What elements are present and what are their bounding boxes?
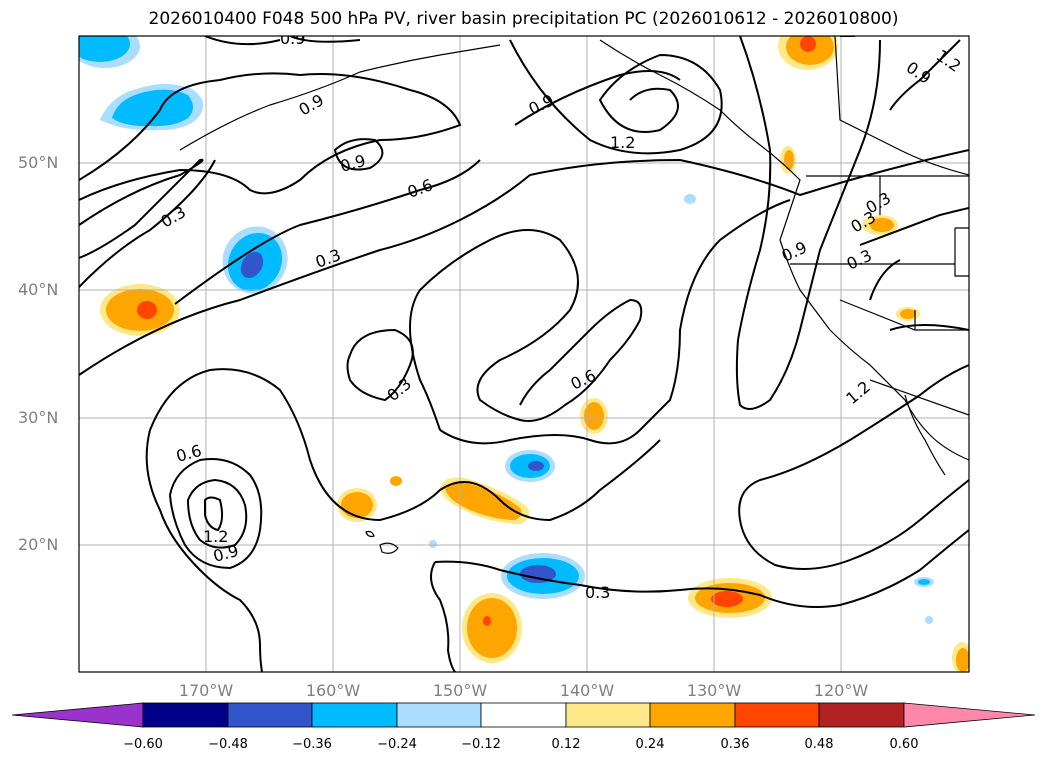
contour-label: 0.9 — [296, 90, 328, 119]
colorbar-tick: −0.24 — [377, 737, 417, 752]
lon-label-140w: 140°W — [559, 681, 615, 700]
neg-blob — [528, 461, 544, 471]
colorbar-tick: 0.60 — [889, 737, 919, 752]
pos-blob — [784, 150, 794, 170]
colorbar-extend-min — [11, 702, 144, 728]
colorbar-extend-max — [903, 702, 1036, 728]
lat-label-30n: 30°N — [18, 408, 59, 427]
pos-blob — [870, 218, 894, 232]
colorbar-tick: −0.60 — [123, 737, 163, 752]
contour-label: 0.3 — [158, 202, 190, 231]
colorbar-bin — [649, 702, 736, 728]
precip-fills — [79, 36, 969, 672]
neg-blob — [925, 616, 933, 624]
pos-blob — [467, 598, 517, 658]
pos-blob — [137, 301, 157, 319]
lon-label-150w: 150°W — [432, 681, 488, 700]
pos-blob — [711, 591, 743, 607]
contour-label: 0.3 — [585, 583, 610, 602]
pos-blob — [584, 402, 604, 430]
colorbar-bin — [818, 702, 905, 728]
contour-label: 1.2 — [933, 46, 965, 76]
lat-label-20n: 20°N — [18, 535, 59, 554]
contour-label: 0.9 — [903, 58, 935, 88]
contour-label: 0.3 — [383, 374, 415, 405]
colorbar-bin — [227, 702, 313, 728]
colorbar-bin — [396, 702, 482, 728]
map-title: 2026010400 F048 500 hPa PV, river basin … — [148, 9, 899, 29]
colorbar-bin — [565, 702, 651, 728]
colorbar-tick: 0.24 — [635, 737, 665, 752]
contour-label: 1.2 — [610, 133, 635, 152]
colorbar-bin — [734, 702, 820, 728]
gridlines — [79, 36, 969, 672]
contour-label: 0.6 — [174, 441, 204, 466]
pos-blob — [956, 648, 969, 672]
colorbar-tick: −0.48 — [208, 737, 248, 752]
lon-label-170w: 170°W — [178, 681, 234, 700]
colorbar-tick: 0.48 — [804, 737, 834, 752]
lat-label-40n: 40°N — [18, 280, 59, 299]
neg-blob — [240, 251, 264, 279]
pos-blob — [900, 309, 916, 319]
contour-label: 1.2 — [203, 527, 228, 546]
contour-label: 0.9 — [779, 238, 810, 266]
colorbar-tick: 0.12 — [551, 737, 581, 752]
colorbar-tick: 0.36 — [720, 737, 750, 752]
lon-label-120w: 120°W — [813, 681, 869, 700]
lon-label-130w: 130°W — [686, 681, 742, 700]
neg-blob — [112, 89, 193, 127]
colorbar-bin — [311, 702, 398, 728]
coastlines — [179, 36, 969, 554]
lat-label-50n: 50°N — [18, 153, 59, 172]
pos-blob — [341, 492, 373, 518]
neg-blob — [918, 579, 930, 585]
neg-blob — [520, 565, 556, 583]
colorbar-tick: −0.36 — [292, 737, 332, 752]
pos-blob — [483, 616, 491, 626]
pos-blob — [800, 36, 816, 52]
colorbar — [11, 702, 1036, 728]
neg-blob — [79, 36, 130, 62]
neg-blob — [684, 194, 696, 204]
contour-label: 0.9 — [280, 29, 305, 48]
colorbar-bin — [480, 702, 567, 728]
contour-label: 0.6 — [568, 366, 599, 394]
plot-frame — [78, 35, 970, 673]
pos-blob — [445, 482, 522, 520]
neg-blob — [429, 540, 437, 548]
lon-label-160w: 160°W — [305, 681, 361, 700]
colorbar-bin — [142, 702, 229, 728]
pv-contours — [79, 36, 969, 672]
colorbar-tick: −0.12 — [461, 737, 501, 752]
contour-label: 1.2 — [842, 377, 874, 408]
contour-label: 0.3 — [844, 246, 875, 274]
contour-label: 0.6 — [405, 175, 435, 202]
contour-label: 0.3 — [313, 245, 343, 272]
pos-blob — [390, 476, 402, 486]
contour-label: 0.9 — [338, 151, 368, 176]
